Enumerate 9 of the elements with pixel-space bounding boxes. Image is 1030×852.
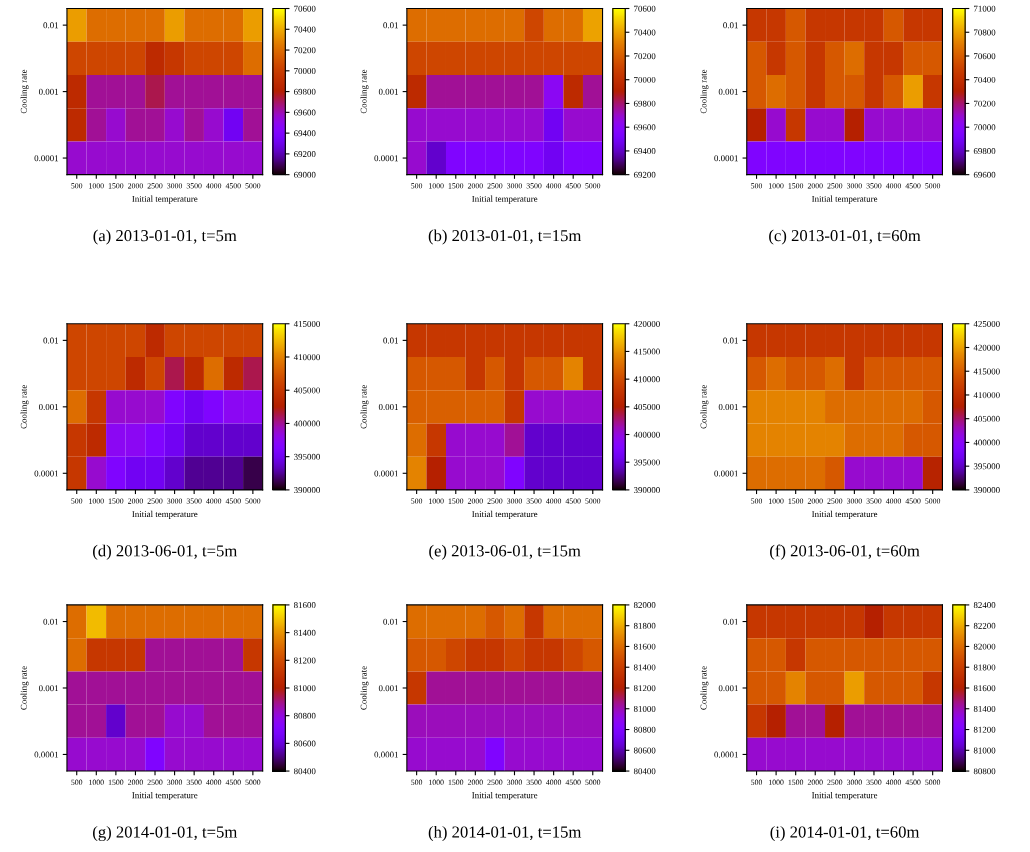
text: (e) 2013-06-01, t=15m xyxy=(429,544,581,560)
text: (f) 2013-06-01, t=60m xyxy=(770,544,920,560)
text: (c) 2013-01-01, t=60m xyxy=(769,229,921,245)
text: (d) 2013-06-01, t=5m xyxy=(93,544,238,560)
text: (g) 2014-01-01, t=5m xyxy=(93,825,238,842)
text: (b) 2013-01-01, t=15m xyxy=(428,229,582,245)
text: (a) 2013-01-01, t=5m xyxy=(93,229,237,245)
text: (h) 2014-01-01, t=15m xyxy=(428,825,582,842)
text: (i) 2014-01-01, t=60m xyxy=(770,825,920,842)
